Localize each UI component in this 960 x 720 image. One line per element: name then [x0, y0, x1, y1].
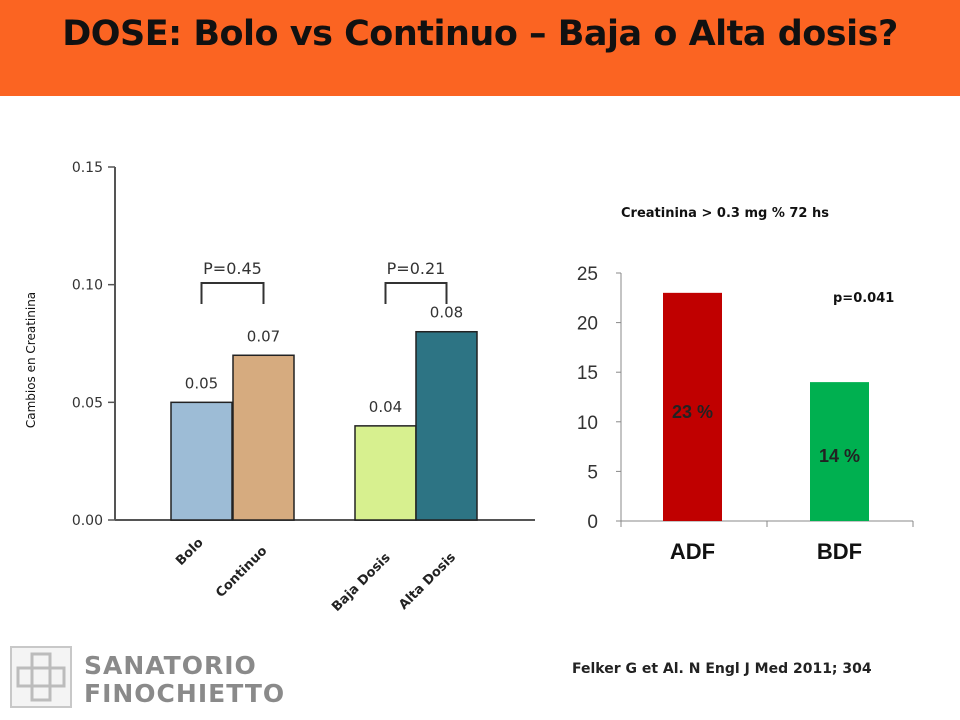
- right-chart-y-tick-label: 0: [587, 512, 598, 533]
- left-chart-bar: [170, 401, 233, 521]
- right-chart-data-label: 14 %: [819, 446, 860, 466]
- left-chart-bar: [232, 354, 295, 521]
- slide-title: DOSE: Bolo vs Continuo – Baja o Alta dos…: [62, 14, 898, 54]
- left-chart-data-label: 0.07: [247, 327, 280, 345]
- left-chart-significance-bracket: [384, 282, 448, 304]
- left-chart-category-label: Baja Dosis: [329, 550, 394, 615]
- left-chart-significance-bracket: [200, 282, 265, 304]
- left-chart-category-label: Continuo: [213, 544, 270, 601]
- left-chart-data-label: 0.04: [369, 398, 402, 416]
- left-chart-y-axis-label: Cambios en Creatinina: [24, 291, 38, 429]
- logo-line-2: FINOCHIETTO: [84, 679, 286, 708]
- left-chart-y-tick-label: 0.15: [72, 160, 103, 176]
- right-chart-title: Creatinina > 0.3 mg % 72 hs: [621, 206, 829, 221]
- sanatorio-logo: SANATORIO FINOCHIETTO: [10, 646, 284, 714]
- right-chart-data-label: 23 %: [672, 402, 713, 422]
- citation-text: Felker G et Al. N Engl J Med 2011; 304: [572, 661, 872, 677]
- right-chart-y-tick-label: 25: [577, 264, 598, 285]
- left-chart-bar: [354, 425, 417, 521]
- left-chart-y-tick-label: 0.10: [72, 278, 103, 294]
- left-chart-data-label: 0.05: [185, 374, 218, 392]
- right-chart-y-tick-label: 10: [577, 413, 598, 434]
- title-banner: [0, 0, 960, 96]
- left-chart-category-label: Alta Dosis: [396, 550, 459, 613]
- right-chart-category-label: BDF: [817, 539, 862, 564]
- right-chart-y-tick-label: 5: [587, 462, 598, 483]
- left-chart-category-label: Bolo: [173, 535, 206, 568]
- left-chart-data-label: 0.08: [430, 304, 463, 322]
- left-chart-bar: [415, 330, 478, 521]
- right-chart-y-tick-label: 20: [577, 314, 598, 335]
- right-chart-bar: [810, 382, 869, 521]
- left-chart-y-tick-label: 0.00: [72, 513, 103, 529]
- logo-cross-icon: [10, 646, 72, 708]
- left-chart-y-axis-label-box: Cambios en Creatinina: [20, 260, 42, 460]
- left-chart-p-value-label: P=0.45: [203, 259, 262, 278]
- right-chart-p-value-annotation: p=0.041: [833, 291, 894, 306]
- left-chart-p-value-label: P=0.21: [387, 259, 446, 278]
- right-chart-bar: [663, 292, 722, 521]
- right-chart-y-tick-label: 15: [577, 363, 598, 384]
- right-chart-category-label: ADF: [670, 539, 715, 564]
- left-chart-y-tick-label: 0.05: [72, 395, 103, 411]
- logo-line-1: SANATORIO: [84, 651, 257, 680]
